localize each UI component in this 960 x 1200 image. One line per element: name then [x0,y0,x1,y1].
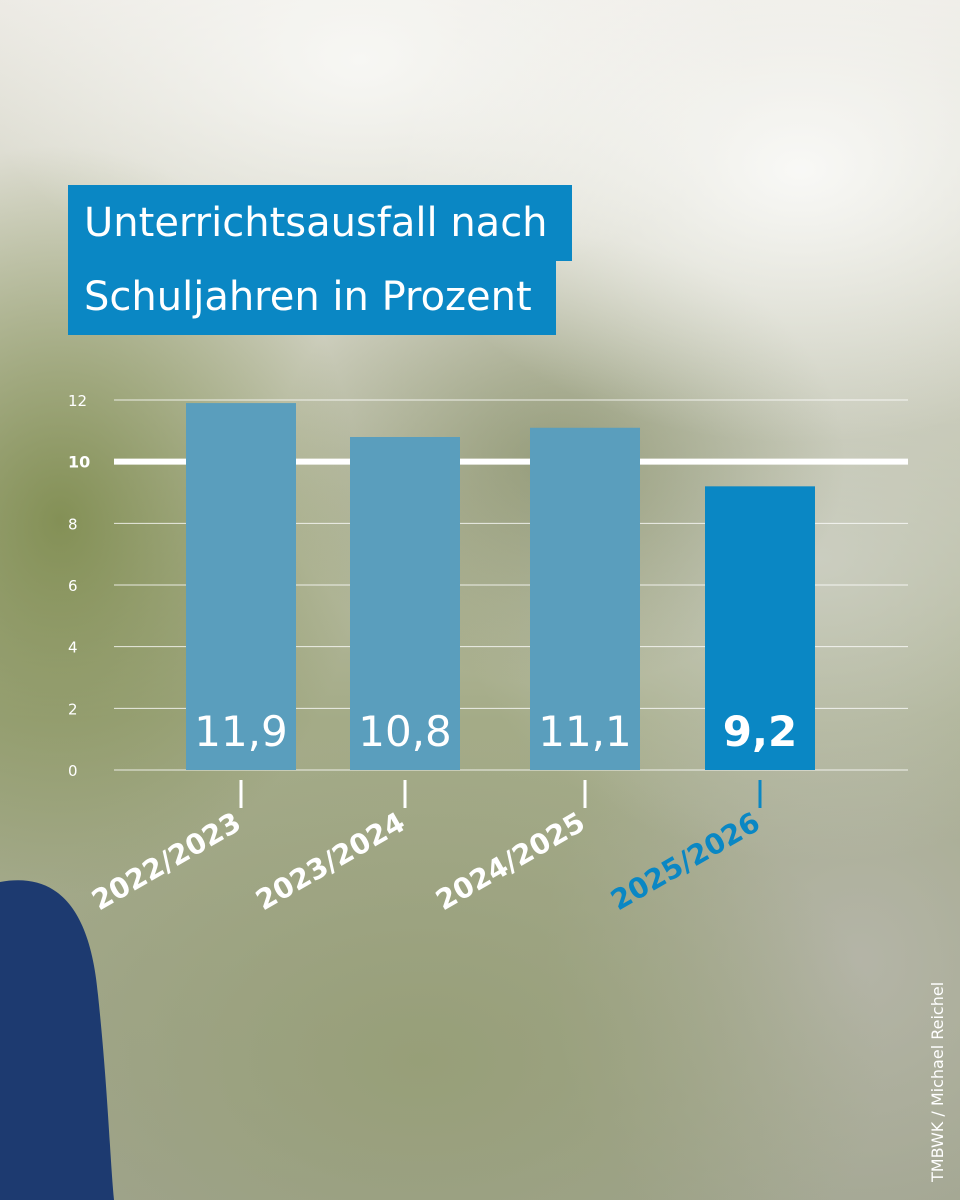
photo-credit: TMBWK / Michael Reichel [928,981,947,1182]
y-tick-label: 0 [68,762,78,780]
title-line-2: Schuljahren in Prozent [68,259,556,335]
person-shoulder-silhouette [0,880,114,1200]
bars [186,403,815,770]
bar-2022/2023 [186,403,296,770]
value-label: 11,1 [538,707,632,756]
bar-2023/2024 [350,437,460,770]
y-tick-label: 2 [68,700,78,718]
x-category-label: 2024/2025 [430,805,590,917]
title-line-1: Unterrichtsausfall nach [68,185,572,261]
y-tick-label: 8 [68,515,78,533]
y-tick-label: 12 [68,392,87,410]
y-tick-label: 6 [68,577,78,595]
bar-2024/2025 [530,427,640,770]
y-tick-label: 4 [68,639,78,657]
bar-2025/2026 [705,486,815,770]
value-label: 11,9 [194,707,288,756]
x-category-label: 2022/2023 [86,805,246,917]
x-category-label: 2025/2026 [605,805,765,917]
value-label: 9,2 [723,707,797,756]
title-box: Unterrichtsausfall nach Schuljahren in P… [68,185,572,335]
value-label: 10,8 [358,707,452,756]
x-category-label: 2023/2024 [250,805,410,917]
y-tick-label: 10 [68,453,90,472]
